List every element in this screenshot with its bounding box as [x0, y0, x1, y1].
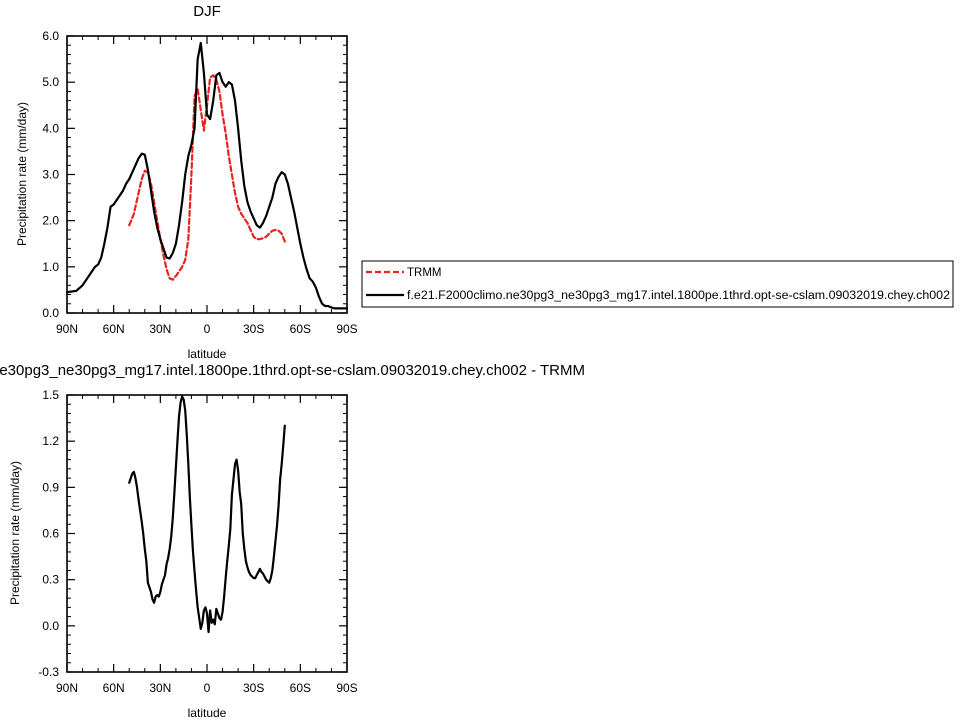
y-tick-label: 2.0: [42, 214, 59, 228]
x-tick-label: 0: [204, 322, 211, 336]
y-tick-label: 0.6: [42, 527, 59, 541]
x-tick-label: 60N: [103, 322, 125, 336]
y-tick-label: 4.0: [42, 121, 59, 135]
x-axis-label: latitude: [188, 706, 227, 720]
x-tick-label: 90S: [336, 322, 357, 336]
x-tick-label: 60N: [103, 681, 125, 695]
y-axis-label: Precipitation rate (mm/day): [8, 461, 22, 605]
legend-label-model: f.e21.F2000climo.ne30pg3_ne30pg3_mg17.in…: [407, 290, 950, 302]
grid: 90N 60N 30N 0 30S 60S 90S -0.3 0.0 0.3 0.6 0.9 1.2 1.…: [38, 388, 357, 695]
chart-title: DJF: [193, 3, 221, 20]
y-tick-label: 1.2: [42, 434, 59, 448]
plot-frame: [66, 394, 348, 673]
x-tick-label: 30N: [149, 322, 171, 336]
plot-frame: [66, 35, 348, 314]
x-axis-label: latitude: [188, 347, 227, 361]
series-line-1: [65, 41, 349, 310]
x-tick-label: 90N: [56, 681, 78, 695]
series-line-0: [128, 74, 286, 281]
legend-box: [361, 260, 954, 308]
y-tick-label: 1.0: [42, 260, 59, 274]
series-line-0: [128, 395, 286, 634]
legend: TRMM f.e21.F2000climo.ne30pg3_ne30pg3_mg…: [361, 260, 954, 308]
chart-title: f.e21.F2000climo.ne30pg3_ne30pg3_mg17.in…: [0, 362, 585, 379]
x-tick-label: 90S: [336, 681, 357, 695]
y-tick-label: 0.3: [42, 573, 59, 587]
grid: 90N 60N 30N 0 30S 60S 90S 0.0 1.0 2.0 3.0 4.0 5.0 6.0: [42, 29, 357, 336]
y-axis-label: Precipitation rate (mm/day): [15, 102, 29, 246]
y-tick-label: 0.0: [42, 306, 59, 320]
x-tick-label: 60S: [290, 322, 311, 336]
x-tick-label: 0: [204, 681, 211, 695]
x-tick-label: 60S: [290, 681, 311, 695]
y-tick-label: 6.0: [42, 29, 59, 43]
legend-label-trmm: TRMM: [407, 267, 442, 279]
chart-difference: f.e21.F2000climo.ne30pg3_ne30pg3_mg17.in…: [0, 362, 585, 720]
y-tick-label: -0.3: [38, 665, 59, 679]
y-tick-label: 0.0: [42, 619, 59, 633]
x-tick-label: 30S: [243, 681, 264, 695]
chart-djf: DJF Precipitation rate (mm/day) latitude…: [15, 3, 358, 361]
y-tick-label: 0.9: [42, 480, 59, 494]
y-tick-label: 5.0: [42, 75, 59, 89]
x-tick-label: 90N: [56, 322, 78, 336]
x-tick-label: 30N: [149, 681, 171, 695]
plot-area: [128, 395, 286, 634]
plot-area: [65, 41, 349, 310]
y-tick-label: 3.0: [42, 168, 59, 182]
x-tick-label: 30S: [243, 322, 264, 336]
y-tick-label: 1.5: [42, 388, 59, 402]
